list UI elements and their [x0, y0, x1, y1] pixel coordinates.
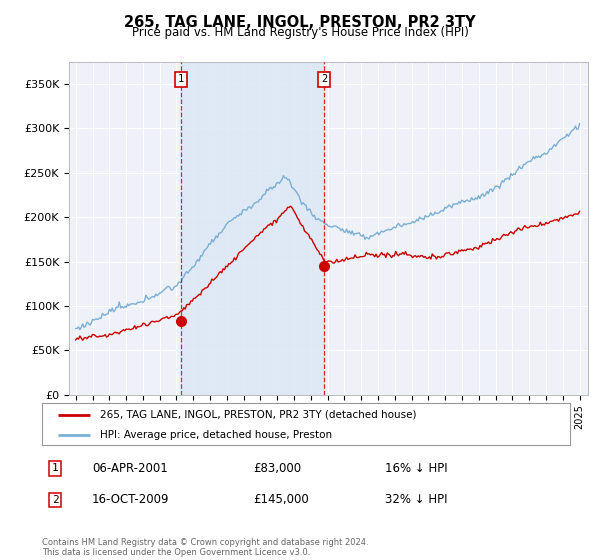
- Text: 2: 2: [52, 495, 59, 505]
- Text: 16-OCT-2009: 16-OCT-2009: [92, 493, 170, 506]
- Text: £83,000: £83,000: [253, 462, 301, 475]
- Text: 32% ↓ HPI: 32% ↓ HPI: [385, 493, 448, 506]
- Text: 265, TAG LANE, INGOL, PRESTON, PR2 3TY (detached house): 265, TAG LANE, INGOL, PRESTON, PR2 3TY (…: [100, 410, 416, 420]
- Text: 265, TAG LANE, INGOL, PRESTON, PR2 3TY: 265, TAG LANE, INGOL, PRESTON, PR2 3TY: [124, 15, 476, 30]
- Text: HPI: Average price, detached house, Preston: HPI: Average price, detached house, Pres…: [100, 430, 332, 440]
- Text: 1: 1: [178, 74, 184, 85]
- Text: 16% ↓ HPI: 16% ↓ HPI: [385, 462, 448, 475]
- Text: 1: 1: [52, 464, 59, 473]
- Text: Price paid vs. HM Land Registry's House Price Index (HPI): Price paid vs. HM Land Registry's House …: [131, 26, 469, 39]
- Text: 2: 2: [321, 74, 327, 85]
- Text: Contains HM Land Registry data © Crown copyright and database right 2024.
This d: Contains HM Land Registry data © Crown c…: [42, 538, 368, 557]
- Text: 06-APR-2001: 06-APR-2001: [92, 462, 168, 475]
- Bar: [181, 62, 324, 395]
- Text: £145,000: £145,000: [253, 493, 309, 506]
